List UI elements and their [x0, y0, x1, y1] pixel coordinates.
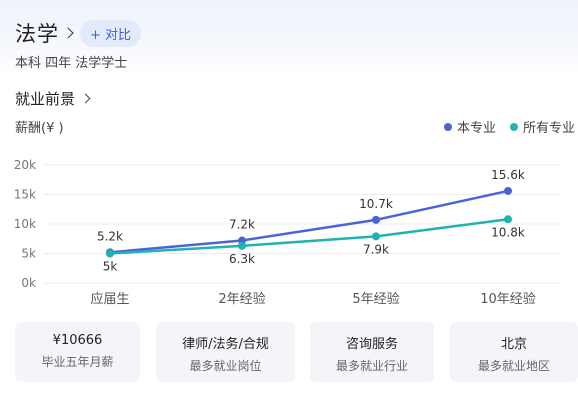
y-tick-label: 10k — [14, 217, 36, 231]
data-label: 10.8k — [491, 225, 525, 239]
y-tick-label: 15k — [14, 188, 36, 202]
card-label: 最多就业岗位 — [189, 359, 262, 373]
card-region[interactable]: 北京 最多就业地区 — [450, 322, 578, 382]
legend-item-all: 所有专业 — [509, 117, 575, 136]
data-point — [238, 241, 246, 250]
card-value: ¥10666 — [52, 333, 103, 348]
salary-axis-label: 薪酬(¥ ) — [15, 121, 64, 136]
x-tick-label: 2年经验 — [218, 291, 265, 307]
section-title: 就业前景 — [15, 90, 76, 108]
card-label: 最多就业行业 — [335, 359, 408, 373]
header-title-row: 法学 + 对比 — [15, 18, 142, 48]
data-point — [504, 215, 512, 224]
compare-button[interactable]: + 对比 — [80, 19, 142, 47]
legend-dot-icon — [509, 122, 518, 131]
data-label: 10.7k — [359, 197, 393, 211]
y-tick-label: 5k — [21, 247, 36, 261]
legend-dot-icon — [443, 122, 452, 131]
salary-line-chart: 0k 5k 10k 15k 20k 应届生 2年经验 5年经验 10年经验 5.2k 7.2k 10.… — [14, 158, 560, 307]
x-tick-label: 10年经验 — [480, 291, 536, 307]
data-point — [106, 249, 114, 258]
card-value: 咨询服务 — [345, 337, 398, 352]
employment-prospects-heading[interactable]: 就业前景 — [15, 88, 97, 109]
data-point — [504, 186, 512, 195]
summary-cards: ¥10666 毕业五年月薪 律师/法务/合规 最多就业岗位 咨询服务 最多就业行… — [15, 322, 578, 382]
data-label: 7.2k — [229, 218, 255, 232]
card-industry[interactable]: 咨询服务 最多就业行业 — [310, 322, 434, 382]
data-point — [372, 232, 380, 241]
series-line — [109, 218, 509, 255]
data-label: 5.2k — [97, 229, 123, 243]
chart-legend: 本专业 所有专业 — [430, 117, 575, 136]
data-label: 7.9k — [363, 242, 389, 256]
chevron-right-icon — [80, 93, 91, 104]
y-tick-label: 0k — [21, 276, 36, 290]
card-value: 律师/法务/合规 — [182, 337, 269, 352]
x-tick-label: 5年经验 — [352, 291, 399, 307]
card-value: 北京 — [500, 337, 527, 352]
card-label: 最多就业地区 — [477, 359, 550, 373]
legend-item-major: 本专业 — [443, 117, 496, 136]
data-label: 15.6k — [491, 168, 525, 182]
card-label: 毕业五年月薪 — [41, 355, 114, 369]
y-tick-label: 20k — [14, 158, 36, 172]
series-line — [109, 189, 509, 254]
legend-label: 本专业 — [456, 121, 496, 136]
chevron-right-icon[interactable] — [62, 27, 74, 39]
card-position[interactable]: 律师/法务/合规 最多就业岗位 — [156, 322, 295, 382]
major-title[interactable]: 法学 — [15, 22, 59, 46]
data-label: 6.3k — [229, 252, 255, 266]
card-salary[interactable]: ¥10666 毕业五年月薪 — [15, 322, 140, 382]
data-label: 5k — [103, 260, 118, 274]
data-point — [372, 215, 380, 224]
x-tick-label: 应届生 — [90, 291, 129, 307]
legend-label: 所有专业 — [522, 121, 575, 136]
major-subtitle: 本科 四年 法学学士 — [15, 56, 128, 71]
